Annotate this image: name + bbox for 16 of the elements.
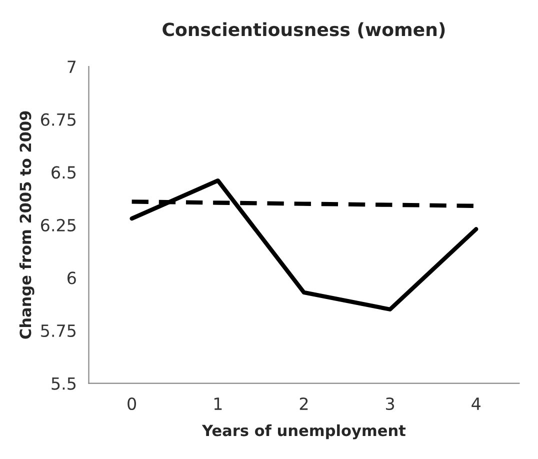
x-tick-label: 2 <box>300 397 308 410</box>
y-tick-label: 6.25 <box>41 218 76 232</box>
y-tick-label: 5.5 <box>52 377 76 390</box>
y-tick-label: 7 <box>68 60 76 73</box>
y-tick-label: 5.75 <box>41 324 76 338</box>
x-tick-label: 4 <box>472 398 480 410</box>
y-tick-label: 6.5 <box>52 166 76 179</box>
line-series <box>130 178 478 312</box>
y-axis-title: Change from 2005 to 2009 <box>19 111 34 339</box>
x-tick-label: 3 <box>386 397 394 410</box>
x-tick-label: 1 <box>214 398 222 410</box>
x-axis-title: Years of unemployment <box>202 424 406 440</box>
y-tick-label: 6.75 <box>41 113 76 126</box>
chart-title: Conscientiousness (women) <box>162 22 445 38</box>
y-tick-label: 6 <box>68 272 76 284</box>
x-tick-label: 0 <box>128 397 136 410</box>
